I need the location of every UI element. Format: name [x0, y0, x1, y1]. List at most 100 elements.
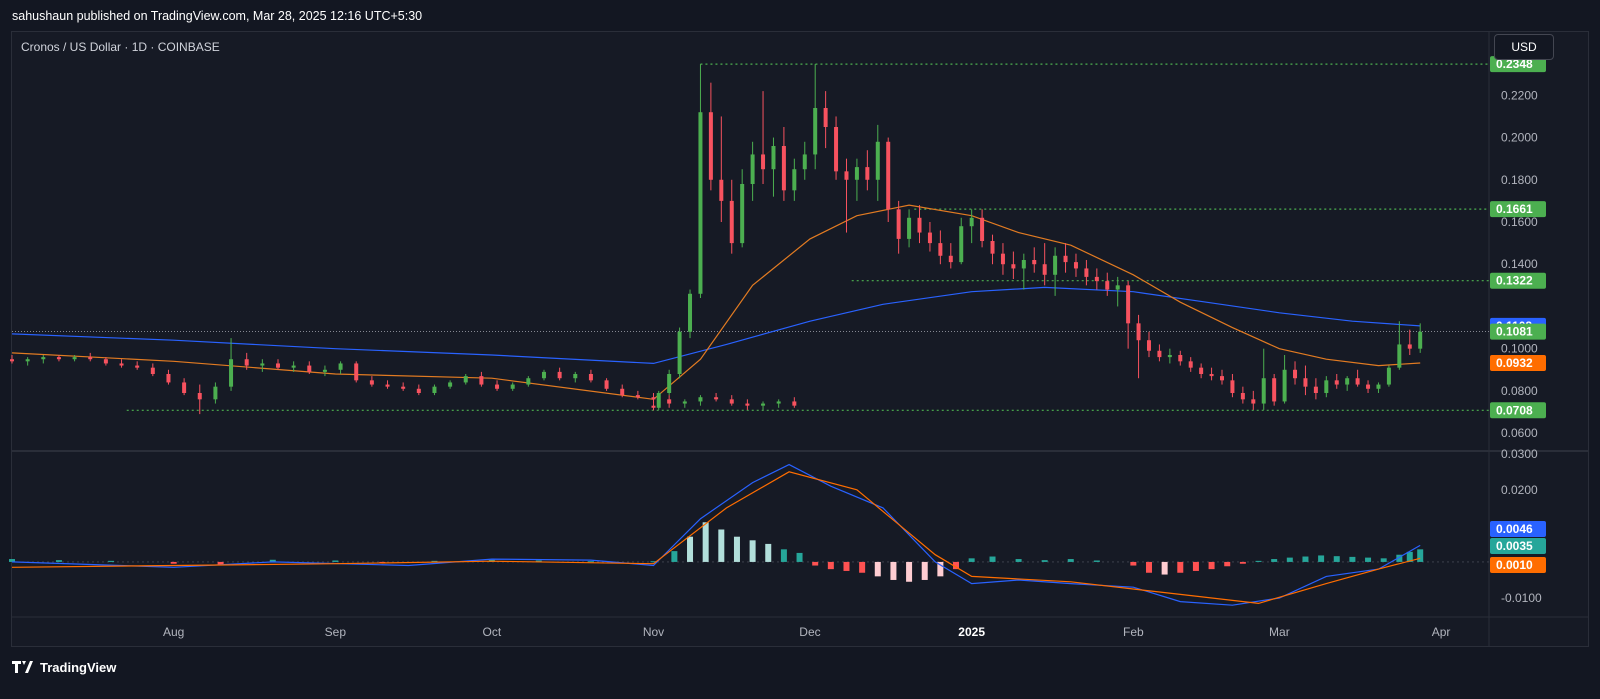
candle-body	[526, 378, 531, 385]
time-tick-label: Nov	[643, 625, 664, 639]
macd-badge	[1490, 521, 1546, 537]
macd-histogram-bar	[1145, 561, 1152, 573]
candle-body	[1251, 399, 1256, 404]
candle-body	[1334, 380, 1339, 385]
candle-body	[510, 384, 515, 389]
candle-body	[1126, 285, 1131, 324]
fast-moving-average-line	[11, 204, 1421, 400]
candle-body	[865, 167, 870, 180]
candle-body	[322, 369, 327, 372]
price-badge	[1490, 272, 1546, 289]
candle-body	[1261, 378, 1266, 404]
candle-body	[667, 374, 672, 393]
macd-histogram-bar	[535, 560, 542, 562]
candle-body	[1084, 268, 1089, 277]
symbol-title[interactable]: Cronos / US Dollar · 1D · COINBASE	[21, 40, 220, 54]
price-badge	[1490, 355, 1546, 372]
macd-histogram-bar	[733, 536, 740, 562]
candle-body	[1209, 374, 1214, 377]
candle-body	[1220, 376, 1225, 381]
macd-histogram-bar	[953, 561, 960, 570]
candle-body	[291, 365, 296, 368]
candle-body	[166, 374, 171, 383]
candle-body	[927, 232, 932, 244]
price-badge-label: 0.1081	[1496, 325, 1533, 339]
candle-body	[1188, 361, 1193, 368]
macd-histogram-bar	[650, 561, 657, 563]
macd-histogram-bar	[1239, 561, 1246, 564]
price-tick-label: 0.0600	[1501, 426, 1538, 440]
macd-histogram-bar	[332, 560, 339, 562]
candle-body	[875, 141, 880, 180]
macd-histogram-bar	[1192, 561, 1199, 571]
candle-body	[432, 386, 437, 393]
macd-histogram-bar	[1271, 559, 1278, 562]
candle-body	[260, 363, 265, 366]
candle-body	[813, 108, 818, 155]
chart-frame	[11, 31, 1589, 647]
macd-histogram-bar	[890, 561, 897, 580]
candle-body	[781, 146, 786, 191]
candle-body	[1032, 260, 1037, 265]
candle-body	[1000, 253, 1005, 265]
candle-body	[667, 399, 672, 404]
candle-body	[1199, 367, 1204, 374]
macd-histogram-bar	[859, 561, 866, 573]
time-tick-label: Sep	[325, 625, 347, 639]
candle-body	[10, 359, 14, 362]
candle-body	[823, 108, 828, 127]
macd-histogram-bar	[989, 556, 996, 562]
price-tick-label: 0.0800	[1501, 384, 1538, 398]
candle-body	[103, 359, 108, 364]
macd-histogram-bar	[55, 560, 62, 562]
candle-body	[244, 359, 249, 366]
candle-body	[1355, 378, 1360, 385]
candle-body	[401, 386, 406, 389]
candle-body	[588, 374, 593, 381]
candle-body	[886, 141, 891, 210]
time-tick-label: Dec	[799, 625, 820, 639]
macd-badge-label: 0.0046	[1496, 522, 1533, 536]
time-tick-label: Feb	[1123, 625, 1144, 639]
macd-histogram-bar	[812, 561, 819, 566]
macd-histogram-bar	[1286, 557, 1293, 562]
macd-tick-label: 0.0200	[1501, 483, 1538, 497]
candle-body	[1167, 355, 1172, 358]
candle-body	[682, 401, 687, 404]
candle-body	[1063, 255, 1068, 263]
price-badge-label: 0.0708	[1496, 403, 1533, 417]
macd-histogram-bar	[1365, 557, 1372, 562]
price-tick-label: 0.1800	[1501, 173, 1538, 187]
candle-body	[182, 382, 187, 393]
macd-tick-label: -0.0100	[1501, 591, 1542, 605]
price-tick-label: 0.2200	[1501, 88, 1538, 102]
tradingview-logo[interactable]: TradingView	[12, 658, 116, 676]
currency-button[interactable]: USD	[1494, 34, 1554, 60]
candle-body	[41, 357, 46, 360]
price-badge	[1490, 201, 1546, 218]
macd-histogram-bar	[1255, 560, 1262, 562]
macd-histogram-bar	[1130, 561, 1137, 566]
candle-body	[150, 367, 155, 374]
price-badge-label: 0.1661	[1496, 202, 1533, 216]
candle-body	[802, 154, 807, 170]
candle-body	[72, 357, 77, 360]
signal-line	[11, 471, 1421, 605]
candle-body	[729, 399, 734, 404]
macd-histogram-bar	[217, 561, 224, 565]
candle-body	[698, 397, 703, 402]
macd-histogram-bar	[796, 552, 803, 562]
candle-body	[369, 380, 374, 385]
candle-body	[1178, 355, 1183, 362]
time-tick-label: Mar	[1269, 625, 1290, 639]
candle-body	[917, 217, 922, 233]
candle-body	[229, 359, 234, 387]
publisher-caption: sahushaun published on TradingView.com, …	[12, 9, 423, 23]
candle-body	[1293, 369, 1298, 379]
candle-body	[896, 209, 901, 239]
candle-body	[1313, 386, 1318, 393]
macd-histogram-bar	[702, 522, 709, 562]
macd-badge	[1490, 538, 1546, 554]
candle-body	[620, 388, 625, 396]
